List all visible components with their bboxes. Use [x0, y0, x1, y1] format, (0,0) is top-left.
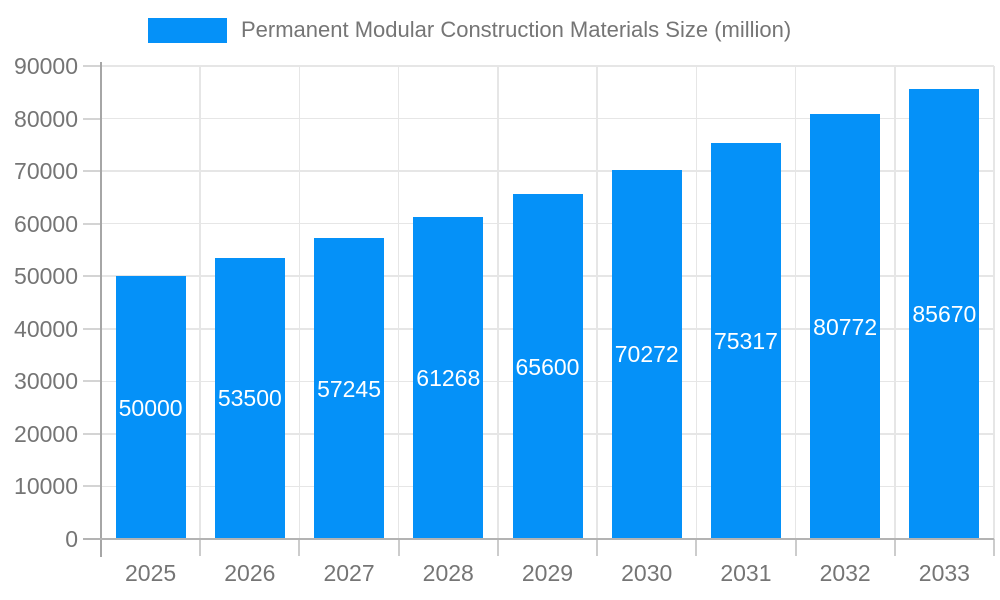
y-axis-tick — [83, 485, 101, 488]
x-axis-tick — [596, 539, 599, 556]
x-axis-category-label: 2032 — [819, 560, 871, 586]
y-axis-tick-label: 20000 — [14, 420, 78, 447]
bar[interactable] — [512, 194, 583, 539]
x-axis-category-label: 2030 — [621, 560, 673, 586]
y-axis-tick-label: 30000 — [14, 368, 78, 395]
x-axis-tick — [298, 539, 301, 556]
y-axis-tick — [83, 117, 101, 120]
x-axis-category-label: 2029 — [521, 560, 574, 586]
y-axis-tick — [83, 222, 101, 225]
x-axis-category-label: 2026 — [224, 560, 276, 586]
x-axis-line — [83, 538, 994, 540]
y-axis-tick — [83, 432, 101, 435]
x-axis-tick — [695, 539, 698, 556]
x-axis-tick — [199, 539, 202, 556]
bar[interactable] — [314, 238, 385, 539]
bar[interactable] — [710, 143, 781, 539]
gridline-vertical — [596, 66, 598, 539]
bar[interactable] — [413, 217, 484, 539]
gridline-horizontal — [101, 170, 994, 172]
gridline-vertical — [993, 66, 995, 539]
legend-label: Permanent Modular Construction Materials… — [241, 17, 792, 42]
x-axis-tick — [397, 539, 400, 556]
y-axis-tick — [83, 327, 101, 330]
y-axis-tick-label: 60000 — [14, 210, 78, 237]
gridline-vertical — [794, 66, 797, 539]
y-axis-tick — [83, 275, 101, 278]
bar[interactable] — [115, 276, 186, 539]
y-axis-tick-label: 40000 — [14, 315, 78, 342]
y-axis-tick-label: 0 — [65, 526, 78, 552]
gridline-vertical — [695, 66, 698, 539]
legend[interactable]: Permanent Modular Construction Materials… — [148, 17, 791, 43]
gridline-vertical — [298, 66, 301, 539]
gridline-vertical — [894, 66, 896, 539]
y-axis-tick — [83, 65, 101, 67]
bar[interactable] — [909, 88, 980, 539]
y-axis-tick — [83, 380, 101, 383]
x-axis-category-label: 2033 — [918, 560, 970, 586]
gridline-vertical — [497, 66, 499, 539]
x-axis-tick — [496, 539, 499, 556]
y-axis-tick-label: 70000 — [14, 158, 78, 185]
y-axis-tick-label: 10000 — [14, 473, 78, 500]
gridline-vertical — [199, 66, 201, 539]
bar[interactable] — [810, 114, 881, 539]
x-axis-tick — [794, 539, 797, 556]
x-axis-category-label: 2025 — [125, 560, 177, 586]
x-axis-category-label: 2028 — [422, 560, 474, 586]
y-axis-tick-label: 80000 — [14, 105, 78, 132]
gridline-horizontal — [101, 117, 994, 120]
x-axis-tick — [993, 539, 995, 556]
y-axis-tick-label: 50000 — [14, 263, 78, 290]
y-axis-line — [100, 62, 102, 557]
x-axis-tick — [893, 539, 896, 556]
gridline-vertical — [397, 66, 400, 539]
y-axis-tick — [83, 170, 101, 173]
x-axis-category-label: 2031 — [720, 560, 772, 586]
gridline-horizontal — [101, 65, 994, 67]
bar[interactable] — [214, 257, 285, 539]
y-axis-tick-label: 90000 — [14, 53, 78, 79]
legend-swatch-icon — [148, 17, 227, 43]
x-axis-category-label: 2027 — [323, 560, 375, 586]
bar[interactable] — [611, 169, 682, 539]
